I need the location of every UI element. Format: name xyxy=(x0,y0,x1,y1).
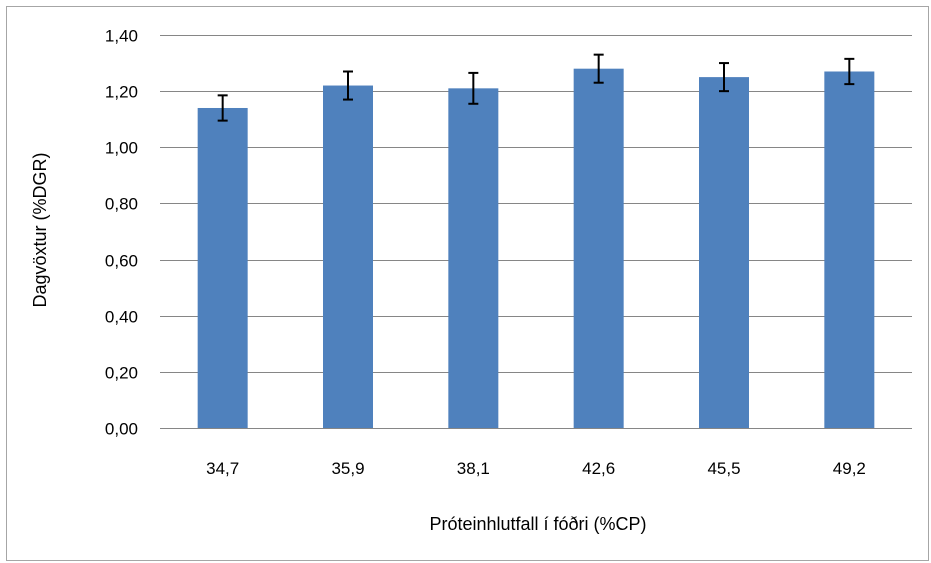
error-bar xyxy=(844,57,855,86)
x-tick-label: 38,1 xyxy=(457,459,490,478)
bar xyxy=(448,88,499,428)
error-bar xyxy=(343,70,353,101)
bar xyxy=(824,71,875,428)
error-bar xyxy=(593,53,604,84)
y-tick-label: 1,40 xyxy=(105,27,138,46)
y-axis-ticks: 0,00 0,20 0,40 0,60 0,80 1,00 1,20 1,40 xyxy=(105,27,138,439)
error-bar xyxy=(217,94,228,122)
y-tick-label: 0,40 xyxy=(105,308,138,327)
y-tick-label: 0,60 xyxy=(105,252,138,271)
y-tick-label: 0,00 xyxy=(105,420,138,439)
y-axis-title: Dagvöxtur (%DGR) xyxy=(30,152,50,307)
y-tick-label: 1,20 xyxy=(105,83,138,102)
gridlines xyxy=(160,35,912,429)
x-axis-ticks: 34,7 35,9 38,1 42,6 45,5 49,2 xyxy=(206,459,866,478)
bars xyxy=(197,68,875,429)
error-bars xyxy=(217,53,855,122)
x-tick-label: 42,6 xyxy=(582,459,615,478)
error-bar xyxy=(719,62,729,93)
y-tick-label: 0,80 xyxy=(105,195,138,214)
x-tick-label: 34,7 xyxy=(206,459,239,478)
x-axis-title: Próteinhlutfall í fóðri (%CP) xyxy=(429,514,646,534)
error-bar xyxy=(468,71,479,105)
bar xyxy=(197,107,248,428)
y-tick-label: 0,20 xyxy=(105,364,138,383)
x-tick-label: 35,9 xyxy=(331,459,364,478)
bar xyxy=(699,77,749,428)
bar xyxy=(573,68,624,428)
bar xyxy=(323,85,373,429)
x-tick-label: 49,2 xyxy=(833,459,866,478)
y-tick-label: 1,00 xyxy=(105,139,138,158)
x-tick-label: 45,5 xyxy=(707,459,740,478)
